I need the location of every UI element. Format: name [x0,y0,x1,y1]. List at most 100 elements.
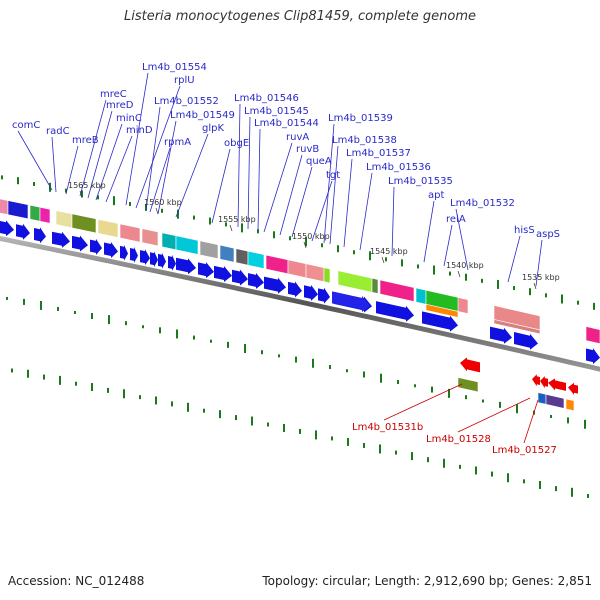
label-lm4b-01528: Lm4b_01528 [426,434,491,445]
cds-arrow [90,238,102,255]
cds-arrow [52,231,70,248]
leader-line [175,133,209,218]
leader-line [87,110,113,199]
leader-line [535,239,543,287]
feature-block [247,250,265,269]
label-lm4b-01544: Lm4b_01544 [254,118,319,129]
leader-line [17,130,53,191]
label-lm4b-01535: Lm4b_01535 [388,176,453,187]
label-quea: queA [306,156,332,167]
label-lm4b-01531b: Lm4b_01531b [352,422,423,433]
leader-line [79,99,107,197]
scale-label: 1545 kbp [370,247,408,256]
scale-tick [533,282,537,290]
feature-block [323,267,331,284]
cds-arrow [130,246,138,263]
scale-label: 1535 kbp [522,273,560,282]
feature-block [379,279,415,302]
cds-arrow [150,251,158,268]
scale-label: 1540 kbp [446,261,484,270]
cds-arrow [264,276,286,294]
label-obge: obgE [224,138,249,149]
cds-arrow [490,326,512,344]
cds-arrow [104,242,118,259]
label-mred: mreD [106,100,134,111]
cds-arrow [318,287,330,304]
scale-labels: 1565 kbp 1560 kbp 1555 kbp 1550 kbp 1545 kbp… [68,181,560,290]
scale-tick [155,207,159,215]
label-lm4b-01554: Lm4b_01554 [142,62,207,73]
rna-arrow [548,378,566,391]
feature-block [371,277,379,294]
feature-block [39,206,51,224]
cds-arrow [0,220,14,237]
label-apt: apt [428,190,444,201]
feature-block [457,297,469,315]
cds-arrow [16,223,30,240]
cds-arrow [376,301,414,322]
cds-arrow [248,272,264,289]
feature-block [7,200,29,220]
label-leader-lines [17,72,543,444]
rna-block [457,377,479,393]
label-radc: radC [46,126,70,137]
leader-line [455,208,469,271]
rna-block [565,398,575,412]
scale-label: 1555 kbp [218,215,256,224]
feature-block [415,287,427,305]
scale-tick [303,241,307,249]
feature-block [55,210,73,229]
leader-line [149,147,171,213]
label-lm4b-01527: Lm4b_01527 [492,445,557,456]
leader-line [125,72,149,206]
label-mreb: mreB [72,135,99,146]
leader-line [263,142,293,233]
feature-block [337,270,373,293]
leader-line [323,123,335,244]
scale-label: 1565 kbp [68,181,106,190]
leader-line [157,120,177,215]
cds-arrow [214,265,232,282]
leader-line [65,145,79,195]
backbone-line [0,236,600,372]
cds-arrow [176,257,196,275]
rna-arrow [532,374,540,387]
feature-block [287,259,307,279]
genome-info-text: Topology: circular; Length: 2,912,690 bp… [262,574,592,588]
cds-arrow [586,348,600,365]
feature-block [219,244,235,263]
leader-line [257,128,261,232]
scale-label: 1560 kbp [144,198,182,207]
label-lm4b-01552: Lm4b_01552 [154,96,219,107]
leader-line [391,186,395,257]
label-lm4b-01549: Lm4b_01549 [170,110,235,121]
cds-arrow [332,291,370,313]
rna-arrow [460,357,480,373]
feature-block [141,228,159,247]
leader-line-red [457,397,531,433]
cds-arrow [198,262,214,279]
rna-arrow [540,376,548,389]
feature-block [161,232,177,251]
feature-block [29,204,41,222]
leader-line [329,145,339,245]
feature-block [97,218,119,238]
label-mrec: mreC [100,89,127,100]
cds-arrow [232,269,248,286]
feature-block [235,248,249,266]
leader-line-red [383,383,463,421]
leader-line [291,166,313,238]
label-lm4b-01539: Lm4b_01539 [328,113,393,124]
label-lm4b-01546: Lm4b_01546 [234,93,299,104]
label-lm4b-01537: Lm4b_01537 [346,148,411,159]
leader-line [105,135,133,203]
label-asps: aspS [536,229,560,240]
scale-tick [79,190,83,198]
leader-line [211,148,231,224]
label-rplu: rplU [174,75,195,86]
label-ruvb: ruvB [296,144,319,155]
label-minc: minC [116,113,142,124]
leader-line [359,172,373,251]
